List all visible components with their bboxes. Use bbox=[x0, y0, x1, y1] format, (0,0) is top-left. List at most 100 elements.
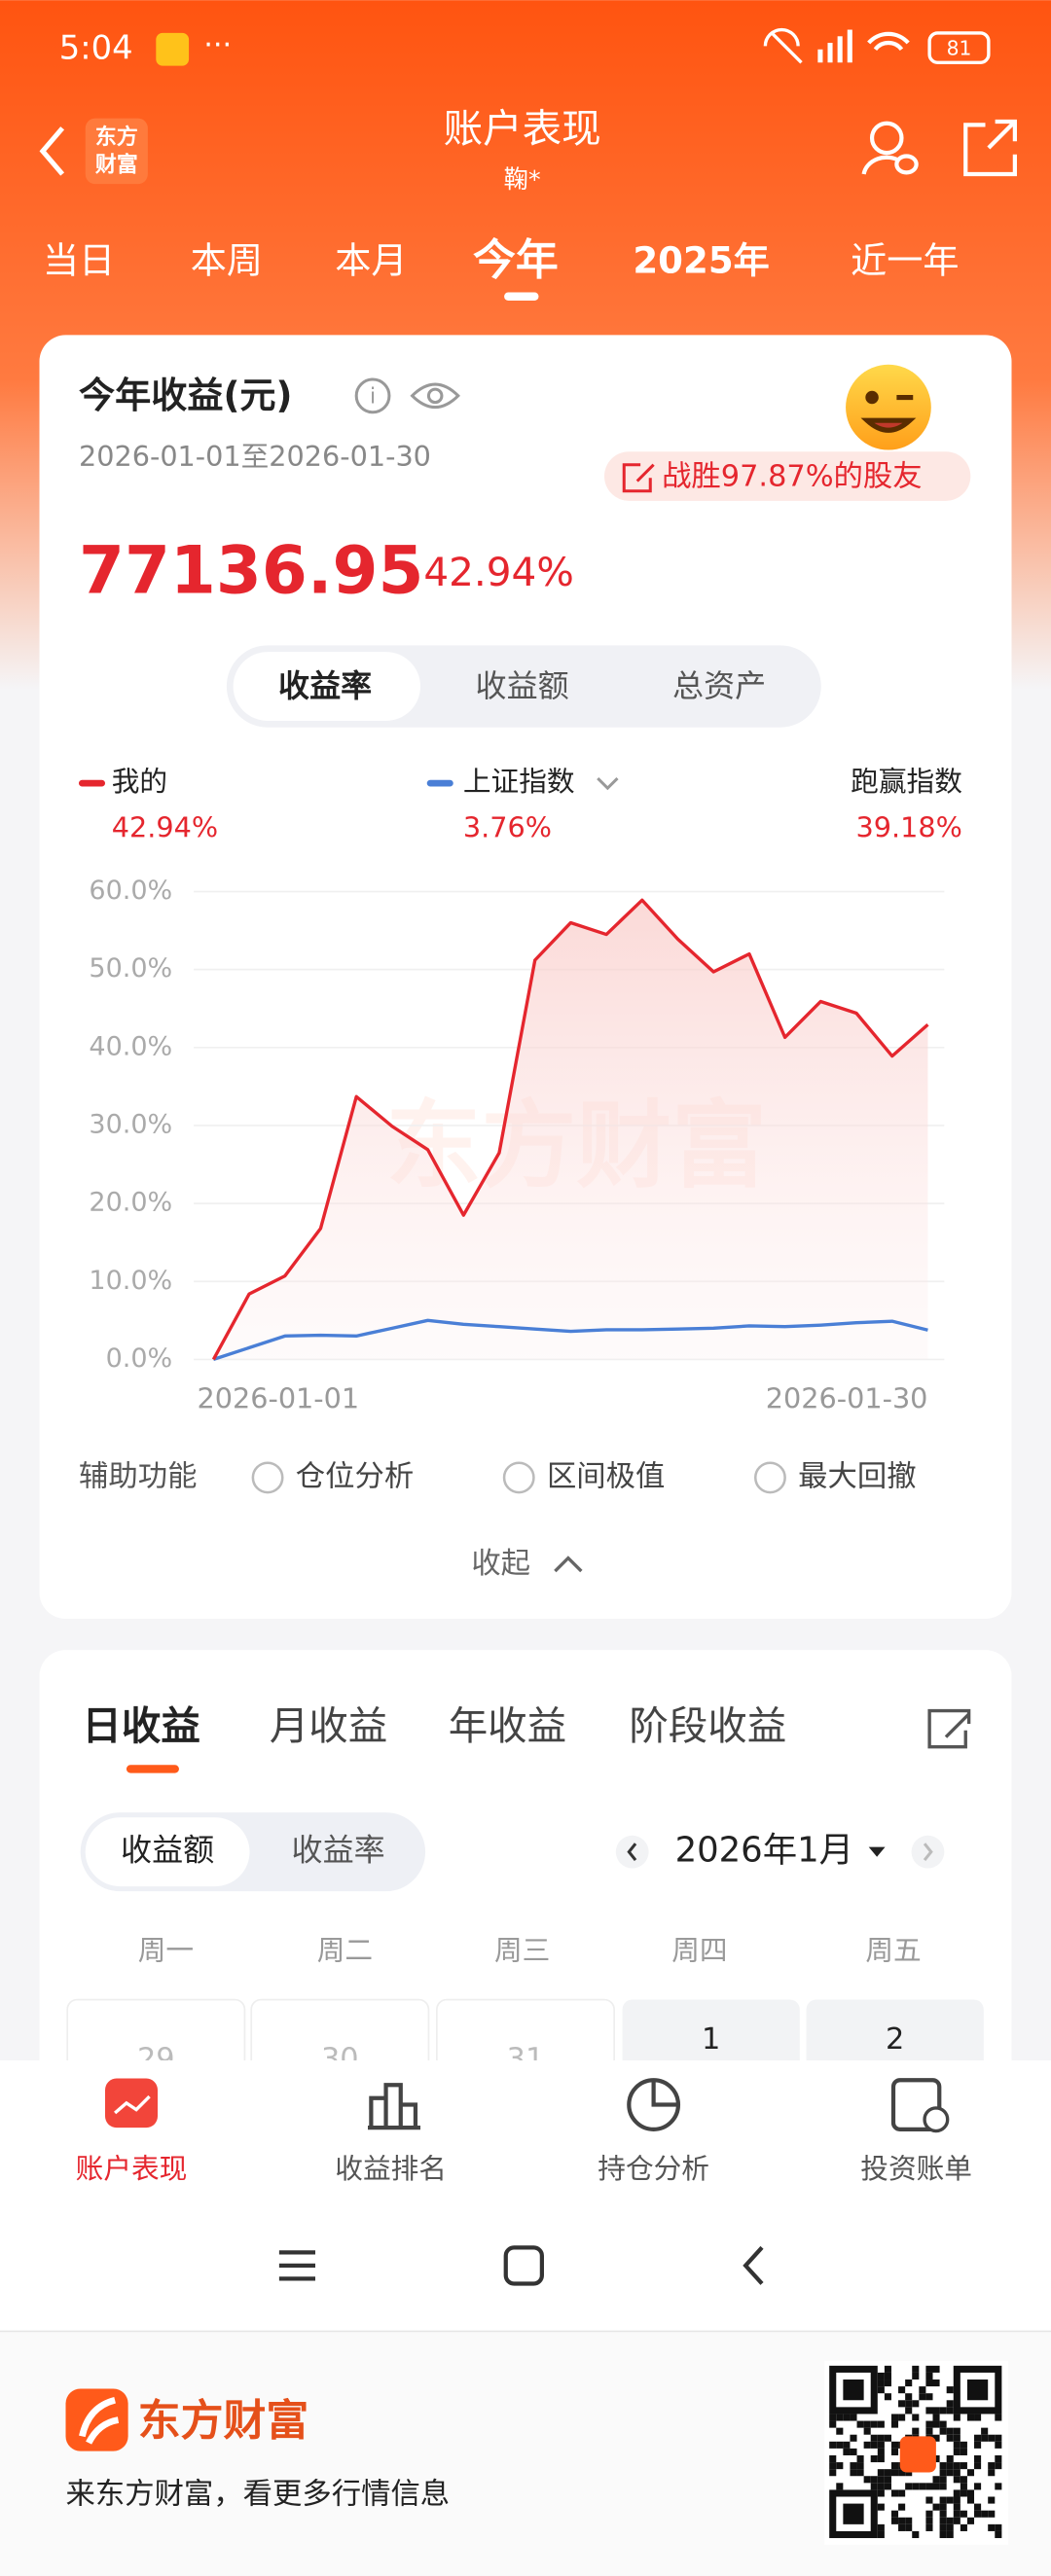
notif-icon bbox=[156, 32, 190, 66]
period-tab[interactable]: 近一年 bbox=[851, 240, 959, 282]
period-tab[interactable]: 2025年 bbox=[633, 240, 769, 282]
qr-cell bbox=[946, 2386, 954, 2394]
month[interactable]: 2026年1月 bbox=[675, 1831, 854, 1871]
sys-menu[interactable] bbox=[278, 2250, 315, 2281]
y-tick-label: 0.0% bbox=[106, 1343, 173, 1374]
aux-option: 仓位分析 bbox=[296, 1459, 414, 1493]
qr-cell bbox=[863, 2441, 871, 2449]
income-toggle-option[interactable]: 收益率 bbox=[292, 1832, 385, 1869]
legend-label[interactable]: 上证指数 bbox=[463, 765, 575, 798]
sys-back[interactable] bbox=[743, 2245, 764, 2285]
qr-cell bbox=[953, 2503, 960, 2511]
qr-cell bbox=[966, 2489, 975, 2497]
logo bbox=[85, 118, 148, 185]
aux-label: 辅助功能 bbox=[79, 1459, 197, 1493]
qr-cell bbox=[884, 2372, 891, 2380]
qr-cell bbox=[877, 2530, 885, 2539]
qr-cell bbox=[925, 2407, 933, 2415]
period-tab[interactable]: 当日 bbox=[43, 240, 115, 282]
period-tab[interactable]: 今年 bbox=[473, 235, 559, 285]
qr-cell bbox=[905, 2393, 913, 2401]
info-icon[interactable] bbox=[354, 377, 391, 414]
clock: 5:04 bbox=[59, 28, 133, 66]
qr-cell bbox=[884, 2379, 891, 2387]
qr-cell bbox=[953, 2441, 960, 2449]
period-tab[interactable]: 本月 bbox=[335, 240, 407, 282]
radio[interactable] bbox=[251, 1461, 284, 1494]
income-tab[interactable]: 日收益 bbox=[82, 1702, 200, 1749]
qr-cell bbox=[843, 2414, 851, 2421]
sys-home[interactable] bbox=[503, 2245, 544, 2286]
income-tab[interactable]: 阶段收益 bbox=[629, 1702, 786, 1749]
qr-cell bbox=[966, 2469, 975, 2477]
qr-cell bbox=[829, 2469, 837, 2477]
qr-cell bbox=[953, 2469, 960, 2477]
qr-cell bbox=[898, 2414, 906, 2421]
metric-tab[interactable]: 收益额 bbox=[476, 667, 569, 704]
qr-finder bbox=[966, 2379, 989, 2401]
date-range: 2026-01-01至2026-01-30 bbox=[79, 440, 431, 473]
qr-cell bbox=[960, 2448, 967, 2455]
qr-cell bbox=[974, 2503, 982, 2511]
share-icon[interactable] bbox=[927, 1708, 971, 1749]
qr-cell bbox=[939, 2427, 947, 2435]
qr-cell bbox=[877, 2379, 885, 2387]
qr-cell bbox=[836, 2427, 844, 2435]
nav-label[interactable]: 投资账单 bbox=[860, 2152, 972, 2185]
next-month[interactable] bbox=[911, 1835, 945, 1869]
qr-cell bbox=[829, 2414, 837, 2421]
qr-cell bbox=[925, 2523, 933, 2531]
day-number: 2 bbox=[886, 2022, 904, 2057]
qr-cell bbox=[890, 2414, 899, 2421]
wifi-icon bbox=[867, 31, 910, 52]
collapse-icon bbox=[554, 1556, 583, 1573]
prev-month[interactable] bbox=[615, 1835, 649, 1869]
collapse[interactable]: 收起 bbox=[471, 1547, 530, 1581]
footer-brand: 东方财富 bbox=[138, 2396, 308, 2446]
qr-cell bbox=[912, 2400, 920, 2408]
qr-code bbox=[829, 2365, 1002, 2539]
qr-cell bbox=[890, 2420, 899, 2428]
qr-cell bbox=[953, 2510, 960, 2518]
nav-label[interactable]: 持仓分析 bbox=[598, 2152, 709, 2185]
qr-cell bbox=[912, 2427, 920, 2435]
income-tab[interactable]: 年收益 bbox=[449, 1702, 567, 1749]
qr-cell bbox=[919, 2386, 926, 2394]
footer-slogan: 来东方财富，看更多行情信息 bbox=[66, 2478, 451, 2512]
rank-badge[interactable] bbox=[604, 451, 971, 501]
qr-cell bbox=[995, 2414, 1002, 2421]
qr-cell bbox=[912, 2530, 920, 2539]
qr-cell bbox=[946, 2496, 954, 2504]
nav-label[interactable]: 收益排名 bbox=[335, 2152, 447, 2185]
radio[interactable] bbox=[753, 1461, 786, 1494]
user-icon[interactable] bbox=[869, 121, 904, 156]
qr-cell bbox=[905, 2400, 913, 2408]
qr-cell bbox=[877, 2386, 885, 2394]
day-number: 1 bbox=[702, 2022, 720, 2057]
income-toggle-option[interactable]: 收益额 bbox=[121, 1832, 214, 1869]
back-button[interactable] bbox=[39, 126, 65, 176]
qr-cell bbox=[843, 2448, 851, 2455]
metric-tab[interactable]: 收益率 bbox=[278, 667, 372, 704]
y-tick-label: 60.0% bbox=[89, 876, 172, 906]
qr-cell bbox=[829, 2454, 837, 2463]
qr-cell bbox=[995, 2483, 1002, 2490]
income-tab[interactable]: 月收益 bbox=[270, 1702, 388, 1749]
qr-cell bbox=[988, 2469, 996, 2477]
eye-icon[interactable] bbox=[410, 382, 460, 410]
legend-value: 42.94% bbox=[112, 810, 218, 843]
nav-label[interactable]: 账户表现 bbox=[76, 2152, 188, 2185]
qr-cell bbox=[939, 2483, 947, 2490]
qr-cell bbox=[836, 2483, 844, 2490]
metric-tab[interactable]: 总资产 bbox=[672, 667, 766, 704]
aux-functions: 辅助功能 仓位分析 区间极值 最大回撤 bbox=[79, 1459, 917, 1493]
radio[interactable] bbox=[502, 1461, 535, 1494]
qr-cell bbox=[960, 2483, 967, 2490]
legend-value: 3.76% bbox=[463, 810, 552, 843]
qr-cell bbox=[939, 2462, 947, 2470]
share-button[interactable] bbox=[963, 119, 1017, 177]
qr-cell bbox=[856, 2462, 864, 2470]
qr-cell bbox=[850, 2434, 857, 2442]
period-tab[interactable]: 本周 bbox=[191, 240, 263, 282]
prev-month bbox=[627, 1843, 637, 1862]
